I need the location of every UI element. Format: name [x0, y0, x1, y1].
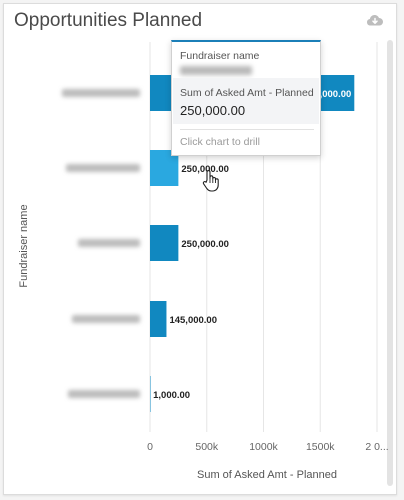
tooltip-field1-label: Fundraiser name	[180, 50, 260, 62]
bar	[150, 376, 151, 412]
scrollbar[interactable]	[387, 40, 393, 486]
tooltip-divider	[180, 129, 314, 130]
data-label: 1,000.00	[153, 390, 190, 401]
data-label: 250,000.00	[181, 164, 229, 175]
chart-tooltip: Fundraiser name Sum of Asked Amt - Plann…	[171, 40, 321, 156]
tooltip-drill-hint: Click chart to drill	[180, 136, 260, 148]
category-label-redacted	[62, 89, 140, 97]
x-tick-label: 1000k	[249, 441, 278, 453]
category-label-redacted	[78, 239, 140, 247]
tooltip-field2-label: Sum of Asked Amt - Planned	[180, 87, 314, 99]
data-label: 1,800,000.00	[296, 89, 351, 100]
tooltip-highlight	[173, 78, 319, 124]
chart-card: Opportunities Planned Fundraiser name Sum…	[3, 3, 397, 495]
x-tick-label: 1500k	[306, 441, 335, 453]
x-axis-label: Sum of Asked Amt - Planned	[197, 469, 337, 481]
category-label-redacted	[68, 390, 140, 398]
data-label: 145,000.00	[169, 315, 217, 326]
bar	[150, 301, 167, 337]
y-axis-label: Fundraiser name	[18, 204, 30, 287]
cloud-download-icon[interactable]	[366, 12, 384, 28]
scrollbar-thumb[interactable]	[387, 40, 393, 486]
data-label: 250,000.00	[181, 239, 229, 250]
bar	[150, 150, 179, 186]
x-tick-label: 2 0...	[365, 441, 388, 453]
hand-cursor-icon	[202, 170, 219, 192]
category-label-redacted	[72, 315, 140, 323]
tooltip-field1-value-redacted	[180, 66, 252, 75]
x-tick-label: 500k	[195, 441, 219, 453]
bar	[150, 225, 179, 261]
category-label-redacted	[66, 164, 140, 172]
x-tick-label: 0	[147, 441, 153, 453]
tooltip-field2-value: 250,000.00	[180, 103, 246, 118]
card-title: Opportunities Planned	[14, 10, 203, 31]
